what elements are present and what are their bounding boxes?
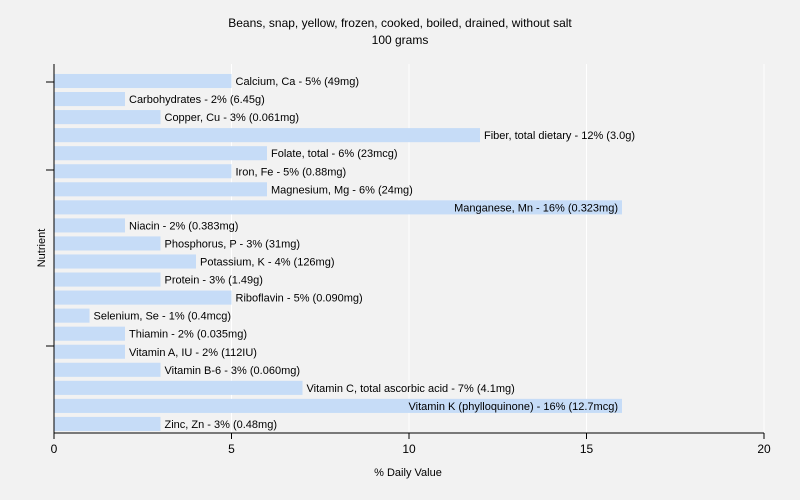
x-tick-label: 20 <box>757 442 771 456</box>
bar <box>54 146 267 161</box>
bar <box>54 398 622 413</box>
bar-label: Phosphorus, P - 3% (31mg) <box>165 238 301 250</box>
bar <box>54 128 480 143</box>
bar <box>54 380 303 395</box>
x-tick-label: 5 <box>228 442 235 456</box>
bar <box>54 92 125 107</box>
x-tick-label: 0 <box>51 442 58 456</box>
bar-label: Iron, Fe - 5% (0.88mg) <box>236 166 347 178</box>
bar <box>54 218 125 233</box>
bar <box>54 254 196 269</box>
bar <box>54 308 90 323</box>
x-axis-label: % Daily Value <box>374 467 442 479</box>
bar-label: Vitamin K (phylloquinone) - 16% (12.7mcg… <box>408 401 618 413</box>
bar <box>54 73 232 89</box>
bar-label: Thiamin - 2% (0.035mg) <box>129 329 247 341</box>
bar <box>54 272 161 287</box>
bar <box>54 290 232 305</box>
x-tick-label: 10 <box>402 442 416 456</box>
bar-label: Manganese, Mn - 16% (0.323mg) <box>454 202 618 214</box>
axes: 0 5 10 15 20 <box>46 64 771 456</box>
chart-title: Beans, snap, yellow, frozen, cooked, boi… <box>228 16 572 30</box>
bar-label: Riboflavin - 5% (0.090mg) <box>236 293 363 305</box>
bar-label: Vitamin A, IU - 2% (112IU) <box>129 347 257 359</box>
bar-label: Protein - 3% (1.49g) <box>165 275 263 287</box>
bar-label: Vitamin C, total ascorbic acid - 7% (4.1… <box>307 383 515 395</box>
bar-label: Carbohydrates - 2% (6.45g) <box>129 94 265 106</box>
bar <box>54 200 622 215</box>
bar-label: Selenium, Se - 1% (0.4mcg) <box>94 311 232 323</box>
bar-label: Zinc, Zn - 3% (0.48mg) <box>165 419 277 431</box>
x-tick-label: 15 <box>580 442 594 456</box>
bar <box>54 326 125 341</box>
bar <box>54 344 125 359</box>
y-axis-label: Nutrient <box>36 229 48 268</box>
bar-label: Calcium, Ca - 5% (49mg) <box>236 76 359 88</box>
bar <box>54 164 232 179</box>
bars: Calcium, Ca - 5% (49mg) Carbohydrates - 2… <box>54 73 635 431</box>
chart-subtitle: 100 grams <box>372 33 429 47</box>
bar <box>54 416 161 431</box>
bar-label: Niacin - 2% (0.383mg) <box>129 220 238 232</box>
bar <box>54 362 161 377</box>
bar <box>54 182 267 197</box>
bar <box>54 110 161 125</box>
bar-label: Folate, total - 6% (23mcg) <box>271 148 398 160</box>
bar-label: Copper, Cu - 3% (0.061mg) <box>165 112 300 124</box>
bar-label: Magnesium, Mg - 6% (24mg) <box>271 184 413 196</box>
bar <box>54 236 161 251</box>
bar-label: Vitamin B-6 - 3% (0.060mg) <box>165 365 301 377</box>
bar-label: Potassium, K - 4% (126mg) <box>200 257 335 269</box>
bar-label: Fiber, total dietary - 12% (3.0g) <box>484 130 635 142</box>
gridlines <box>231 64 765 433</box>
